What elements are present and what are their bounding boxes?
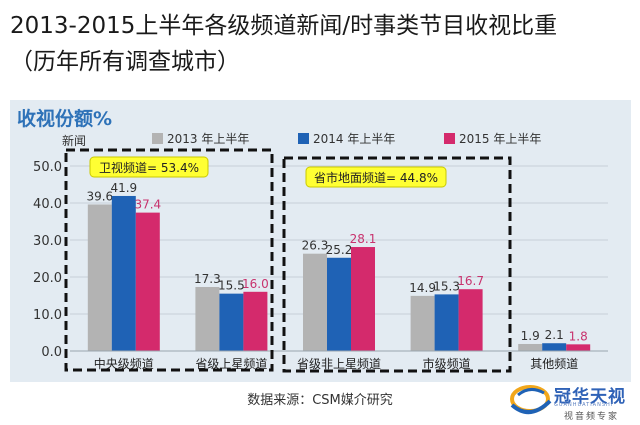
y-tick-label: 30.0 [33, 234, 62, 249]
y-tick-label: 50.0 [33, 160, 62, 175]
logo-swoosh-icon [510, 385, 552, 414]
legend-swatch [444, 133, 455, 144]
group-box [64, 148, 274, 372]
bar [327, 257, 351, 351]
data-label: 16.0 [242, 277, 269, 291]
legend-entry: 2013 年上半年 [167, 132, 249, 146]
y-tick-label: 10.0 [33, 308, 62, 323]
legend-swatch [298, 133, 309, 144]
page-title: 2013-2015上半年各级频道新闻/时事类节目收视比重 （历年所有调查城市） [10, 8, 635, 80]
bar [195, 286, 220, 351]
x-tick-label: 市级频道 [423, 356, 471, 371]
data-label: 41.9 [110, 181, 137, 195]
bar [87, 204, 112, 351]
bar [434, 294, 459, 351]
legend-entry: 2014 年上半年 [313, 132, 395, 146]
data-label: 25.2 [326, 243, 353, 257]
data-label: 28.1 [350, 232, 377, 246]
bar [410, 295, 435, 351]
bar [303, 253, 327, 351]
callout-box [89, 156, 209, 178]
title-line-2: （历年所有调查城市） [10, 49, 240, 75]
data-source: 数据来源：CSM媒介研究 [247, 393, 393, 408]
bar [566, 344, 591, 351]
chart-title: 收视份额% [17, 107, 112, 130]
bar [219, 293, 244, 351]
data-label: 15.3 [433, 279, 460, 293]
bar [135, 212, 160, 351]
data-label: 16.7 [457, 274, 484, 288]
y-tick-label: 0.0 [41, 345, 62, 360]
x-tick-label: 省级上星频道 [195, 357, 267, 371]
logo-name: 冠华天视 [554, 387, 626, 407]
bar [458, 289, 483, 351]
data-label: 26.3 [302, 239, 329, 253]
bar [111, 195, 136, 351]
y-axis-label: 新闻 [62, 133, 86, 148]
data-label: 17.3 [194, 272, 221, 286]
data-label: 37.4 [134, 198, 161, 212]
logo-subtitle: 视音频专家 [564, 412, 620, 422]
callout-label: 卫视频道= 53.4% [99, 160, 199, 175]
bar [518, 343, 543, 351]
x-tick-label: 省级非上星频道 [297, 357, 381, 371]
callout-label: 省市地面频道= 44.8% [314, 170, 438, 185]
group-box [282, 156, 512, 373]
data-label: 2.1 [545, 328, 564, 342]
bar [243, 291, 268, 351]
title-line-1: 2013-2015上半年各级频道新闻/时事类节目收视比重 [10, 13, 558, 39]
logo-pinyin: GUANHUATIANSHI [554, 402, 614, 408]
y-tick-label: 40.0 [33, 197, 62, 212]
x-tick-label: 中央级频道 [94, 356, 154, 371]
brand-logo: 冠华天视 GUANHUATIANSHI 视音频专家 [508, 381, 638, 423]
data-label: 15.5 [218, 279, 245, 293]
data-label: 39.6 [86, 189, 113, 203]
bar [351, 247, 375, 351]
data-label: 14.9 [409, 281, 436, 295]
bar [542, 343, 567, 351]
legend-swatch [152, 133, 163, 144]
y-tick-label: 20.0 [33, 271, 62, 286]
callout-box [305, 166, 447, 188]
data-label: 1.8 [569, 329, 588, 343]
legend-entry: 2015 年上半年 [459, 132, 541, 146]
x-tick-label: 其他频道 [530, 357, 578, 371]
data-label: 1.9 [521, 329, 540, 343]
